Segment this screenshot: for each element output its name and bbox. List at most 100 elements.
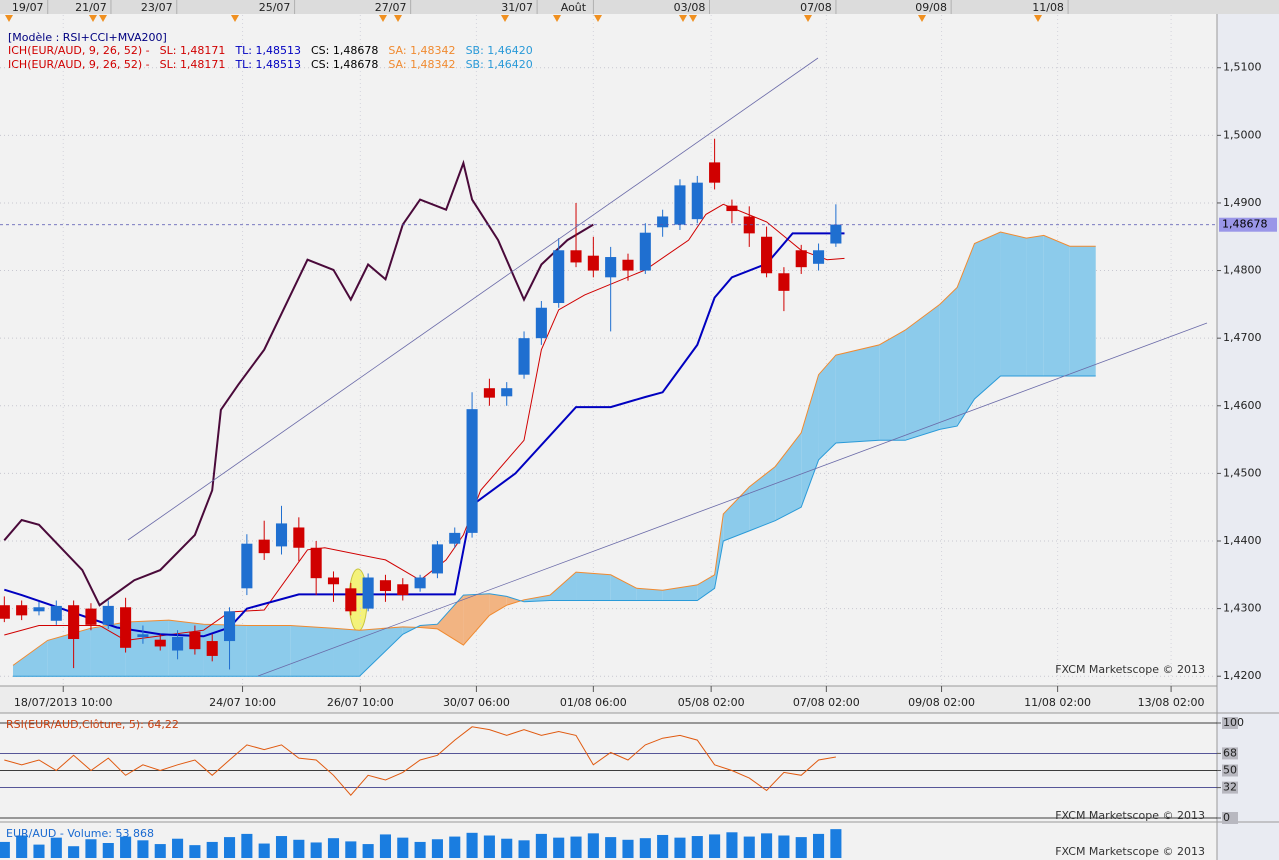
cloud-segment [576, 572, 611, 601]
last-price-label: 1,48678 [1222, 218, 1268, 231]
x-tick-label: 11/08 02:00 [1024, 696, 1091, 709]
cloud-segment [1043, 235, 1070, 377]
x-tick-label: 26/07 10:00 [327, 696, 394, 709]
candle-body [674, 185, 686, 225]
cloud-segment [697, 574, 715, 601]
candle-body [449, 532, 461, 544]
y-tick-label: 1,4900 [1223, 196, 1262, 209]
y-tick-label: 0 [1223, 811, 1230, 824]
legend-item: SA: 1,48342 [388, 44, 455, 57]
cloud-segment [662, 584, 698, 601]
cloud-segment [203, 624, 247, 677]
cloud-segment [506, 596, 525, 606]
candle-body [223, 611, 236, 642]
candle-body [258, 539, 270, 554]
panel-title: EUR/AUD - Volume: 53 868 [6, 827, 154, 840]
y-tick-label: 68 [1223, 746, 1237, 759]
trend-line [257, 322, 1208, 677]
top-date-label: 27/07 [375, 1, 407, 14]
cloud-segment [12, 640, 48, 677]
cloud-segment [610, 574, 637, 601]
x-tick-label: 13/08 02:00 [1138, 696, 1205, 709]
volume-bar [102, 843, 114, 858]
legend-item: TL: 1,48513 [234, 58, 301, 71]
x-tick-label: 05/08 02:00 [678, 696, 745, 709]
volume-bar [587, 833, 599, 858]
watermark: FXCM Marketscope © 2013 [1055, 663, 1205, 676]
candle-body [622, 259, 634, 271]
trend-line [127, 57, 819, 541]
top-date-label: 03/08 [674, 1, 706, 14]
top-date-label: 25/07 [259, 1, 291, 14]
volume-bar [743, 836, 755, 858]
volume-bar [639, 838, 651, 858]
cloud-segment [550, 572, 577, 601]
watermark: FXCM Marketscope © 2013 [1055, 809, 1205, 822]
legend-item: TL: 1,48513 [234, 44, 301, 57]
volume-bar [553, 837, 565, 858]
candle-body [154, 639, 166, 647]
cloud-segment [749, 466, 776, 531]
indicator-line [3, 159, 594, 607]
volume-bar [68, 846, 80, 858]
candle-body [501, 388, 513, 397]
cloud-segment [939, 287, 958, 430]
candle-body [137, 634, 149, 637]
volume-bar [830, 829, 842, 858]
candle-body [206, 641, 218, 656]
candle-body [761, 236, 773, 274]
legend-item: SA: 1,48342 [388, 58, 455, 71]
volume-bar [622, 839, 634, 858]
tick-label-box [1222, 812, 1238, 824]
candle-body [570, 250, 582, 263]
cloud-segment [957, 243, 975, 427]
event-marker [804, 15, 812, 22]
volume-bar [518, 840, 530, 858]
volume-bar [674, 837, 686, 858]
y-tick-label: 1,4700 [1223, 331, 1262, 344]
volume-bar [189, 845, 201, 858]
cloud-segment [489, 593, 507, 616]
cloud-segment [290, 625, 334, 677]
candle-body [102, 605, 114, 625]
time-axis-bar [0, 686, 1217, 713]
volume-bar [85, 839, 97, 858]
candle-body [431, 544, 443, 574]
candle-body [657, 216, 669, 228]
legend-item: ICH(EUR/AUD, 9, 26, 52) - [8, 44, 150, 57]
event-marker [1034, 15, 1042, 22]
volume-bar [310, 842, 322, 858]
cloud-edge [13, 375, 1096, 677]
candle-body [605, 257, 617, 278]
event-marker [594, 15, 602, 22]
candle-body [310, 547, 322, 579]
candle-body [293, 527, 305, 548]
volume-bar [466, 832, 478, 858]
y-tick-label: 1,5100 [1223, 61, 1262, 74]
top-date-label: 21/07 [75, 1, 107, 14]
volume-bar [50, 837, 62, 858]
cloud-segment [775, 432, 802, 521]
candle-body [709, 162, 721, 183]
event-marker [689, 15, 697, 22]
legend-item: SL: 1,48171 [160, 44, 226, 57]
candle-body [518, 338, 530, 375]
top-date-label: 09/08 [915, 1, 947, 14]
volume-bar [137, 840, 149, 858]
volume-bar [657, 834, 669, 858]
candle-body [327, 577, 340, 585]
x-tick-label: 18/07/2013 10:00 [14, 696, 113, 709]
candle-body [120, 607, 132, 648]
volume-bar [0, 841, 10, 858]
volume-bar [726, 832, 738, 858]
tick-label-box [1222, 747, 1238, 760]
event-marker [553, 15, 561, 22]
candle-body [483, 388, 495, 398]
y-tick-label: 1,4200 [1223, 669, 1262, 682]
volume-bar [483, 835, 495, 858]
volume-bar [397, 837, 409, 858]
legend-item: CS: 1,48678 [311, 44, 378, 57]
top-date-label: 23/07 [141, 1, 173, 14]
